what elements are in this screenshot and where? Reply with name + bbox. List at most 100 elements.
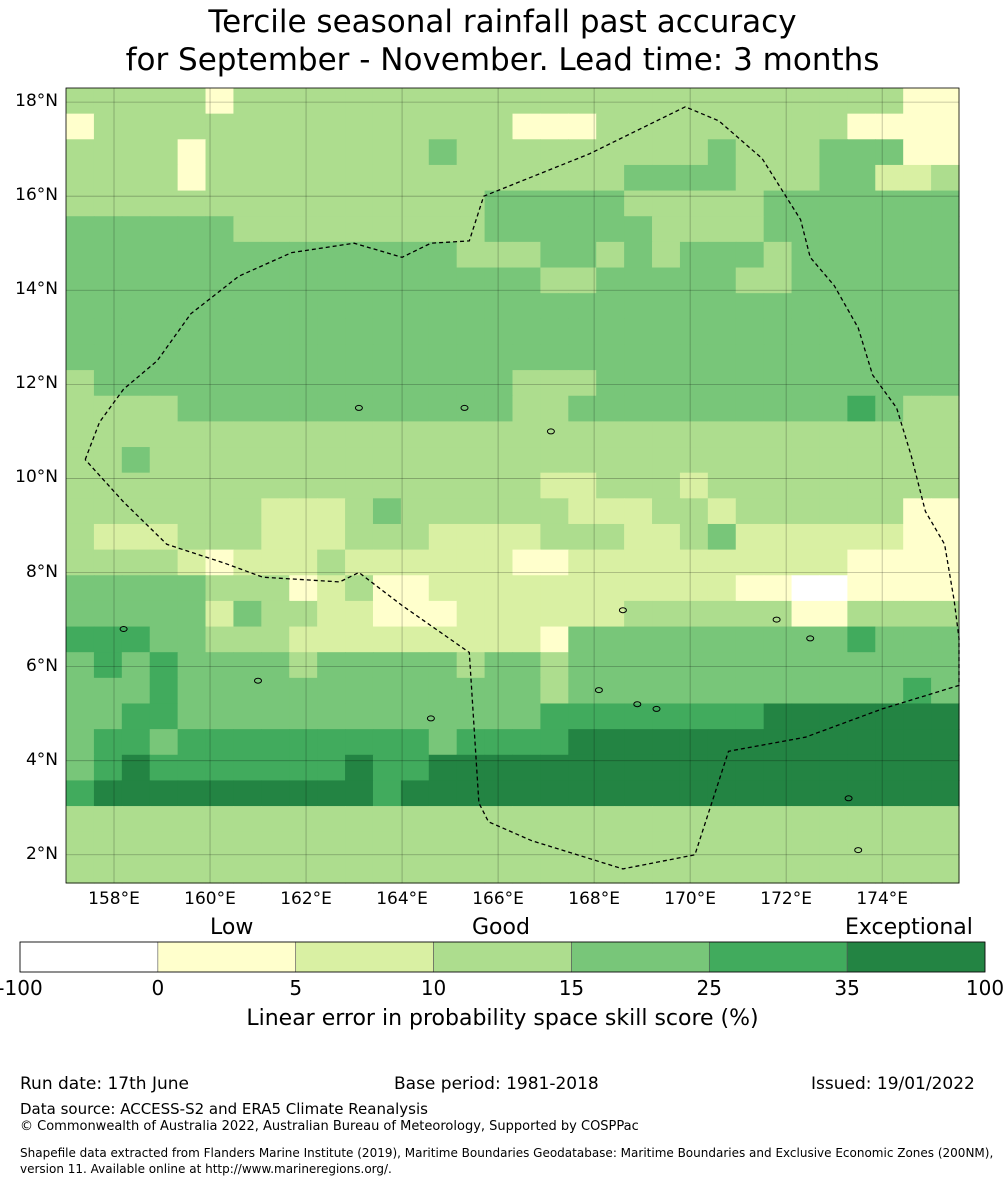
grid-cell xyxy=(121,806,151,833)
grid-cell xyxy=(931,780,960,807)
island-outline xyxy=(652,705,661,712)
grid-cell xyxy=(205,395,235,422)
grid-cell xyxy=(931,139,960,166)
grid-cell xyxy=(484,498,514,525)
grid-cell xyxy=(763,780,793,807)
grid-cell xyxy=(66,549,95,576)
grid-cell xyxy=(624,216,653,243)
grid-cell xyxy=(121,318,151,346)
grid-cell xyxy=(289,421,318,448)
grid-cell xyxy=(205,472,235,499)
grid-cell xyxy=(317,780,346,807)
grid-cell xyxy=(903,88,932,115)
grid-cell xyxy=(847,857,876,884)
grid-cell xyxy=(233,113,262,140)
grid-cell xyxy=(735,754,765,782)
grid-cell xyxy=(345,523,374,551)
grid-cell xyxy=(624,447,653,474)
grid-cell xyxy=(400,575,430,602)
grid-cell xyxy=(791,754,821,782)
grid-cell xyxy=(903,600,932,628)
grid-cell xyxy=(596,318,625,346)
grid-cell xyxy=(903,164,932,192)
grid-cell xyxy=(707,523,737,551)
island-outlines xyxy=(119,404,863,854)
grid-cell xyxy=(456,626,486,653)
grid-cell xyxy=(428,113,458,140)
latitude-label: 10°N xyxy=(15,467,58,488)
grid-cell xyxy=(372,754,402,782)
latitude-label: 2°N xyxy=(25,843,58,864)
grid-cell xyxy=(149,857,179,884)
grid-cell xyxy=(624,241,653,269)
grid-cell xyxy=(596,447,625,474)
grid-cell xyxy=(875,216,904,243)
grid-cell xyxy=(484,447,514,474)
grid-cell xyxy=(540,780,569,807)
grid-cell xyxy=(345,216,374,243)
grid-cell xyxy=(372,523,402,551)
grid-cell xyxy=(596,652,625,679)
grid-cell xyxy=(819,498,848,525)
grid-cell xyxy=(596,113,625,140)
grid-cell xyxy=(596,421,625,448)
grid-cell xyxy=(345,600,374,628)
skill-score-grid xyxy=(66,88,960,884)
grid-cell xyxy=(847,754,876,782)
grid-cell xyxy=(372,190,402,217)
grid-cell xyxy=(540,88,569,115)
grid-cell xyxy=(624,88,653,115)
grid-cell xyxy=(66,729,95,756)
grid-cell xyxy=(791,472,821,499)
colorbar-tick-label: 15 xyxy=(558,976,585,1000)
longitude-label: 172°E xyxy=(760,889,812,909)
grid-cell xyxy=(261,549,290,576)
grid-cell xyxy=(484,113,514,140)
grid-cell xyxy=(93,88,123,115)
grid-cell xyxy=(763,318,793,346)
grid-cell xyxy=(652,472,681,499)
grid-cell xyxy=(400,88,430,115)
grid-cell xyxy=(372,241,402,269)
grid-cell xyxy=(568,421,597,448)
grid-cell xyxy=(484,523,514,551)
grid-cell xyxy=(931,344,960,371)
grid-cell xyxy=(121,113,151,140)
grid-cell xyxy=(847,370,876,397)
grid-cell xyxy=(791,652,821,679)
grid-cell xyxy=(763,703,793,730)
grid-cell xyxy=(931,729,960,756)
grid-cell xyxy=(568,293,597,320)
grid-cell xyxy=(261,857,290,884)
grid-cell xyxy=(289,472,318,499)
grid-cell xyxy=(735,549,765,576)
grid-cell xyxy=(819,523,848,551)
grid-cell xyxy=(652,575,681,602)
grid-cell xyxy=(317,806,346,833)
grid-cell xyxy=(568,472,597,499)
grid-cell xyxy=(624,370,653,397)
grid-cell xyxy=(707,293,737,320)
grid-cell xyxy=(763,370,793,397)
grid-cell xyxy=(149,421,179,448)
grid-cell xyxy=(652,626,681,653)
grid-cell xyxy=(596,164,625,192)
grid-cell xyxy=(205,523,235,551)
grid-cell xyxy=(679,421,709,448)
grid-cell xyxy=(819,626,848,653)
grid-cell xyxy=(205,831,235,858)
grid-cell xyxy=(763,754,793,782)
grid-cell xyxy=(707,549,737,576)
grid-cell xyxy=(177,729,207,756)
grid-cell xyxy=(679,216,709,243)
grid-cell xyxy=(903,293,932,320)
grid-cell xyxy=(791,139,821,166)
grid-cell xyxy=(66,241,95,269)
grid-cell xyxy=(512,729,542,756)
grid-cell xyxy=(903,139,932,166)
grid-cell xyxy=(149,831,179,858)
grid-cell xyxy=(624,318,653,346)
grid-cell xyxy=(177,421,207,448)
grid-cell xyxy=(791,780,821,807)
grid-cell xyxy=(177,113,207,140)
